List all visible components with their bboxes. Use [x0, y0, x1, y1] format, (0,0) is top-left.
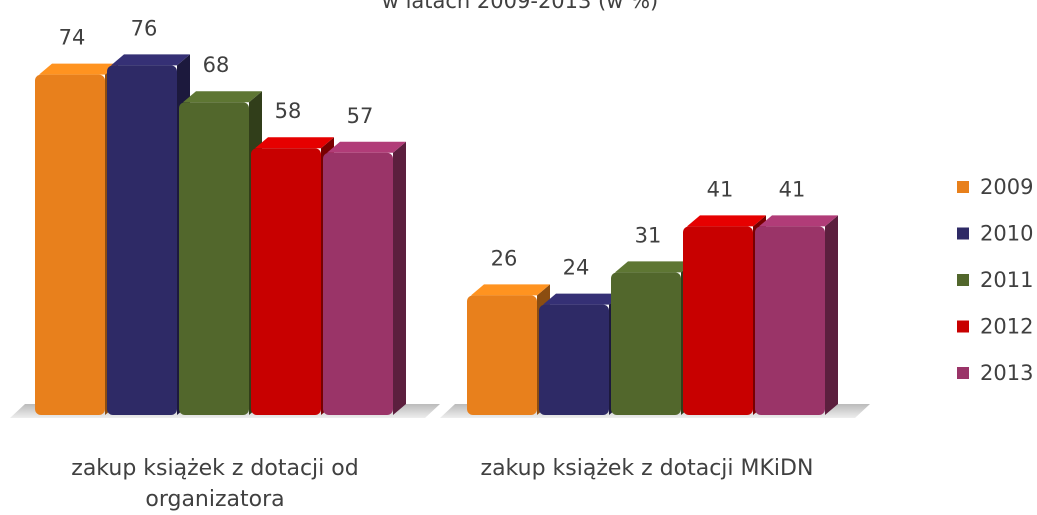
bar-top: [327, 141, 406, 153]
bar-top: [543, 293, 622, 305]
bar: [107, 65, 177, 416]
bar-side: [393, 141, 406, 416]
data-label: 58: [275, 99, 302, 123]
bar: [539, 304, 609, 415]
bar: [251, 148, 321, 415]
bar-top: [183, 91, 262, 103]
legend-swatch: [957, 227, 969, 240]
legend-swatch: [957, 320, 969, 333]
legend-swatch: [957, 367, 969, 379]
legend-label: 2009: [980, 175, 1033, 199]
legend-label: 2013: [980, 361, 1033, 385]
bar: [179, 102, 249, 415]
data-label: 57: [347, 104, 374, 128]
data-label: 41: [779, 177, 806, 201]
bar-top: [471, 284, 550, 296]
data-label: 26: [491, 246, 518, 270]
chart-title: w latach 2009-2013 (w %): [382, 0, 659, 13]
bar: [35, 74, 105, 415]
bar-top: [255, 137, 334, 149]
bar-top: [39, 63, 118, 75]
legend-label: 2011: [980, 268, 1033, 292]
data-label: 41: [707, 177, 734, 201]
legend-label: 2010: [980, 222, 1033, 246]
bar-top: [759, 215, 838, 227]
data-label: 31: [635, 223, 662, 247]
bar-side: [825, 215, 838, 415]
bar: [323, 152, 393, 416]
bar-top: [111, 54, 190, 66]
bar-top: [687, 215, 766, 227]
data-label: 68: [203, 53, 230, 77]
legend-swatch: [957, 274, 969, 286]
bar: [611, 272, 681, 415]
bar: [755, 226, 825, 415]
x-tick-label: zakup książek z dotacji od organizatora: [71, 456, 359, 512]
legend-label: 2012: [980, 315, 1033, 339]
bar: [467, 295, 537, 415]
data-label: 74: [59, 26, 86, 50]
legend-swatch: [957, 181, 969, 193]
bar: [683, 226, 753, 415]
data-label: 24: [563, 256, 590, 280]
x-tick-label: zakup książek z dotacji MKiDN: [480, 456, 814, 481]
data-label: 76: [131, 16, 158, 40]
bar-top: [615, 261, 694, 273]
